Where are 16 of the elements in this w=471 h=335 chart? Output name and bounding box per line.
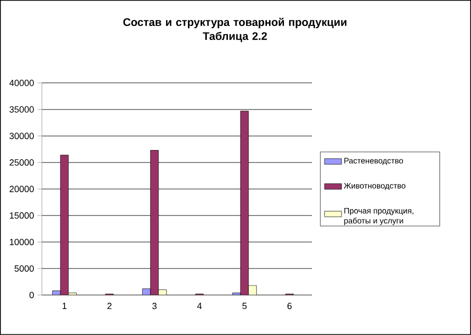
x-tick-label: 5: [242, 302, 247, 310]
x-tick-label: 3: [152, 302, 157, 310]
x-tick-label: 1: [62, 302, 66, 309]
y-tick-label: 20000: [10, 186, 34, 192]
x-tick-label: 4: [197, 302, 202, 309]
chart-title: Состав и структура товарной продукции Таблица 2.2: [123, 18, 346, 42]
y-tick-label: 25000: [10, 159, 34, 166]
y-tick-label: 35000: [10, 106, 34, 113]
x-tick-label: 6: [287, 302, 292, 310]
y-tick-label: 0: [30, 292, 34, 298]
y-tick-label: 5000: [14, 265, 34, 272]
y-tick-label: 15000: [10, 212, 34, 219]
y-tick-label: 10000: [10, 238, 34, 246]
x-tick-label: 2: [107, 302, 112, 310]
y-tick-label: 40000: [9, 80, 34, 86]
y-tick-label: 30000: [10, 132, 34, 140]
